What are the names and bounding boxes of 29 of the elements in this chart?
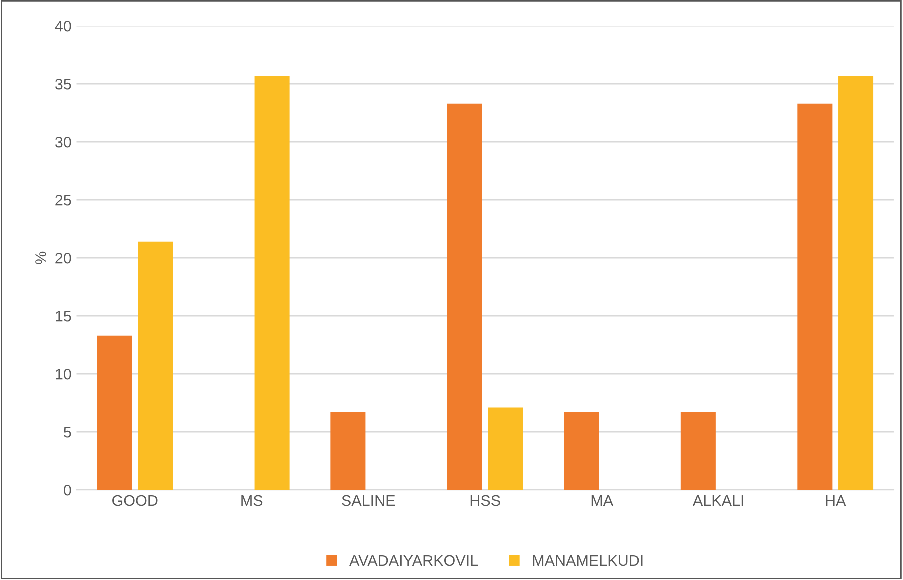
y-tick-label: 20	[56, 252, 72, 264]
x-tick-label: GOOD	[112, 495, 158, 506]
x-tick-label: SALINE	[342, 495, 396, 506]
bar	[564, 412, 600, 490]
bar	[447, 104, 482, 490]
y-tick-label: 35	[55, 78, 72, 90]
y-axis-title: %	[36, 252, 46, 264]
y-tick-label: 15	[56, 311, 72, 322]
legend-label: MANAMELKUDI	[533, 555, 643, 566]
y-tick-label: 30	[55, 136, 72, 148]
bar	[254, 76, 290, 490]
x-tick-label: MA	[592, 496, 614, 506]
legend-label: AVADAIYARKOVIL	[350, 555, 478, 566]
bar	[798, 104, 833, 490]
x-tick-label: HSS	[470, 495, 500, 506]
y-tick-label: 25	[56, 194, 72, 206]
x-tick-label: ALKALI	[692, 496, 744, 506]
y-tick-label: 0	[64, 484, 72, 496]
y-tick-label: 10	[56, 368, 72, 380]
bar	[138, 242, 174, 490]
y-tick-label: 40	[55, 20, 72, 32]
y-tick-label: 5	[64, 427, 72, 438]
bar	[97, 336, 132, 490]
x-tick-label: MS	[242, 495, 263, 506]
bar	[838, 76, 874, 490]
x-tick-label: HA	[826, 496, 846, 506]
bar	[680, 412, 716, 490]
bar	[330, 412, 366, 490]
bar	[488, 408, 524, 490]
